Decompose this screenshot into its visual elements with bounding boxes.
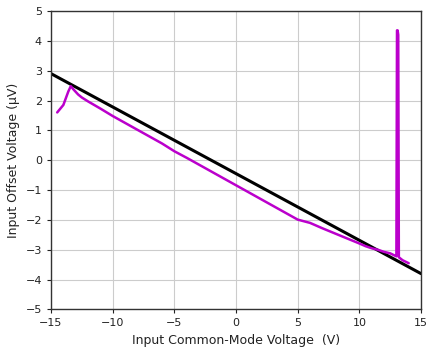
Y-axis label: Input Offset Voltage (μV): Input Offset Voltage (μV): [7, 82, 20, 238]
X-axis label: Input Common-Mode Voltage  (V): Input Common-Mode Voltage (V): [132, 334, 339, 347]
